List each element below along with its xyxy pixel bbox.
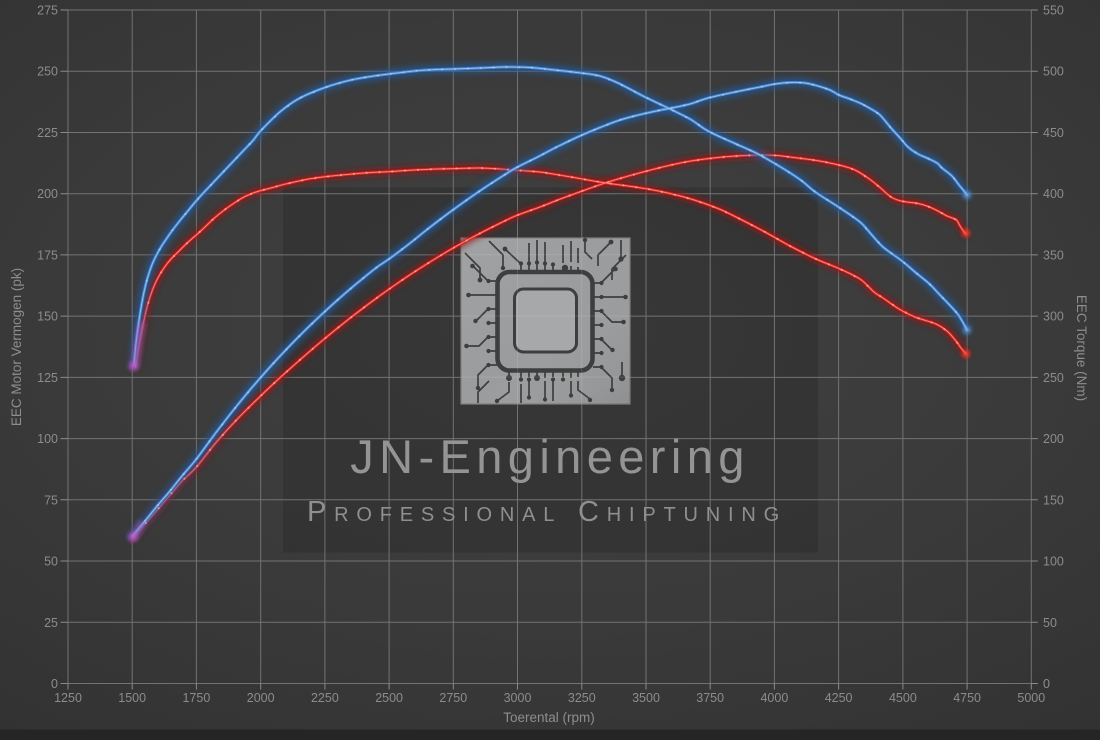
svg-text:350: 350 (1043, 248, 1064, 262)
svg-text:1250: 1250 (54, 691, 82, 705)
svg-text:400: 400 (1043, 187, 1064, 201)
svg-text:3250: 3250 (568, 691, 596, 705)
svg-text:2500: 2500 (375, 691, 403, 705)
svg-text:250: 250 (37, 65, 58, 79)
svg-text:4250: 4250 (825, 691, 853, 705)
svg-text:150: 150 (1043, 493, 1064, 507)
svg-text:275: 275 (37, 4, 58, 18)
svg-text:EEC Torque (Nm): EEC Torque (Nm) (1074, 295, 1089, 401)
svg-text:1750: 1750 (182, 691, 210, 705)
svg-text:200: 200 (37, 187, 58, 201)
svg-text:EEC Motor Vermogen (pk): EEC Motor Vermogen (pk) (9, 268, 24, 426)
svg-text:0: 0 (1043, 677, 1050, 691)
svg-text:125: 125 (37, 371, 58, 385)
svg-text:JN-Engineering: JN-Engineering (350, 430, 750, 483)
svg-text:150: 150 (37, 310, 58, 324)
svg-text:4500: 4500 (889, 691, 917, 705)
svg-text:25: 25 (44, 616, 58, 630)
svg-text:3750: 3750 (696, 691, 724, 705)
svg-text:200: 200 (1043, 432, 1064, 446)
svg-text:100: 100 (1043, 555, 1064, 569)
svg-text:100: 100 (37, 432, 58, 446)
svg-text:50: 50 (44, 555, 58, 569)
svg-text:450: 450 (1043, 126, 1064, 140)
svg-text:3000: 3000 (504, 691, 532, 705)
svg-text:4750: 4750 (953, 691, 981, 705)
svg-text:Toerental (rpm): Toerental (rpm) (503, 710, 595, 725)
svg-text:Professional Chiptuning: Professional Chiptuning (307, 496, 787, 528)
svg-text:250: 250 (1043, 371, 1064, 385)
svg-text:2750: 2750 (439, 691, 467, 705)
svg-text:175: 175 (37, 248, 58, 262)
svg-text:5000: 5000 (1017, 691, 1045, 705)
svg-text:3500: 3500 (632, 691, 660, 705)
svg-text:2250: 2250 (311, 691, 339, 705)
svg-text:4000: 4000 (760, 691, 788, 705)
svg-text:2000: 2000 (247, 691, 275, 705)
svg-text:0: 0 (51, 677, 58, 691)
svg-text:550: 550 (1043, 4, 1064, 18)
svg-text:75: 75 (44, 493, 58, 507)
svg-text:1500: 1500 (118, 691, 146, 705)
svg-text:500: 500 (1043, 65, 1064, 79)
svg-text:225: 225 (37, 126, 58, 140)
svg-text:50: 50 (1043, 616, 1057, 630)
svg-text:300: 300 (1043, 310, 1064, 324)
